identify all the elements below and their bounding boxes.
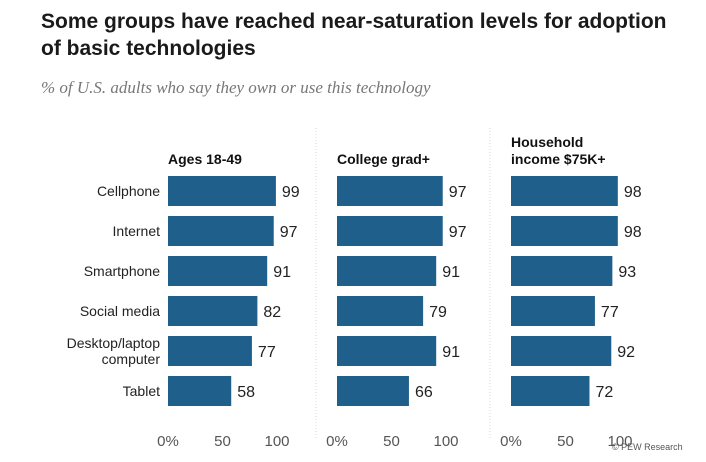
bar	[337, 376, 409, 406]
bar	[337, 296, 424, 326]
bar	[168, 256, 268, 286]
tick-label: 100	[264, 433, 289, 450]
chart-subtitle: % of U.S. adults who say they own or use…	[41, 78, 431, 97]
bar	[168, 376, 232, 406]
bar	[511, 376, 590, 406]
category-label: Cellphone	[97, 183, 160, 199]
tick-label: 50	[214, 433, 231, 450]
bar	[337, 176, 443, 206]
bar	[511, 216, 618, 246]
tick-label: 50	[383, 433, 400, 450]
bar	[168, 216, 274, 246]
data-label: 91	[273, 264, 291, 281]
bar	[511, 176, 618, 206]
category-label: Desktop/laptop computer	[67, 335, 161, 367]
data-label: 98	[624, 224, 642, 241]
data-label: 91	[442, 264, 460, 281]
bar	[168, 296, 258, 326]
chart-title: Some groups have reached near-saturation…	[41, 10, 667, 60]
data-label: 97	[449, 184, 467, 201]
panel-title: College grad+	[337, 151, 430, 167]
bar	[337, 216, 443, 246]
data-label: 82	[263, 304, 281, 321]
panel-title: Ages 18-49	[168, 151, 242, 167]
bar	[168, 176, 276, 206]
category-label: Social media	[80, 303, 160, 319]
data-label: 72	[595, 384, 613, 401]
data-label: 98	[624, 184, 642, 201]
data-label: 97	[449, 224, 467, 241]
bar	[511, 256, 613, 286]
tick-label: 100	[433, 433, 458, 450]
data-label: 92	[617, 344, 635, 361]
category-label: Tablet	[123, 383, 160, 399]
bar	[511, 296, 595, 326]
data-label: 58	[237, 384, 255, 401]
category-label: Smartphone	[84, 263, 160, 279]
tick-label: 100	[607, 433, 632, 450]
data-label: 66	[415, 384, 433, 401]
bar	[337, 336, 437, 366]
tick-label: 0%	[157, 433, 179, 450]
data-label: 77	[601, 304, 619, 321]
tick-label: 0%	[326, 433, 348, 450]
data-label: 77	[258, 344, 276, 361]
data-label: 79	[429, 304, 447, 321]
tick-label: 0%	[500, 433, 522, 450]
category-label: Internet	[113, 223, 161, 239]
source-credit: © PEW Research	[612, 442, 683, 452]
tick-label: 50	[557, 433, 574, 450]
bar	[337, 256, 437, 286]
panel-title: Household income $75K+	[511, 134, 606, 167]
data-label: 97	[280, 224, 298, 241]
data-label: 93	[618, 264, 636, 281]
bar	[511, 336, 612, 366]
data-label: 91	[442, 344, 460, 361]
data-label: 99	[282, 184, 300, 201]
bar	[168, 336, 252, 366]
